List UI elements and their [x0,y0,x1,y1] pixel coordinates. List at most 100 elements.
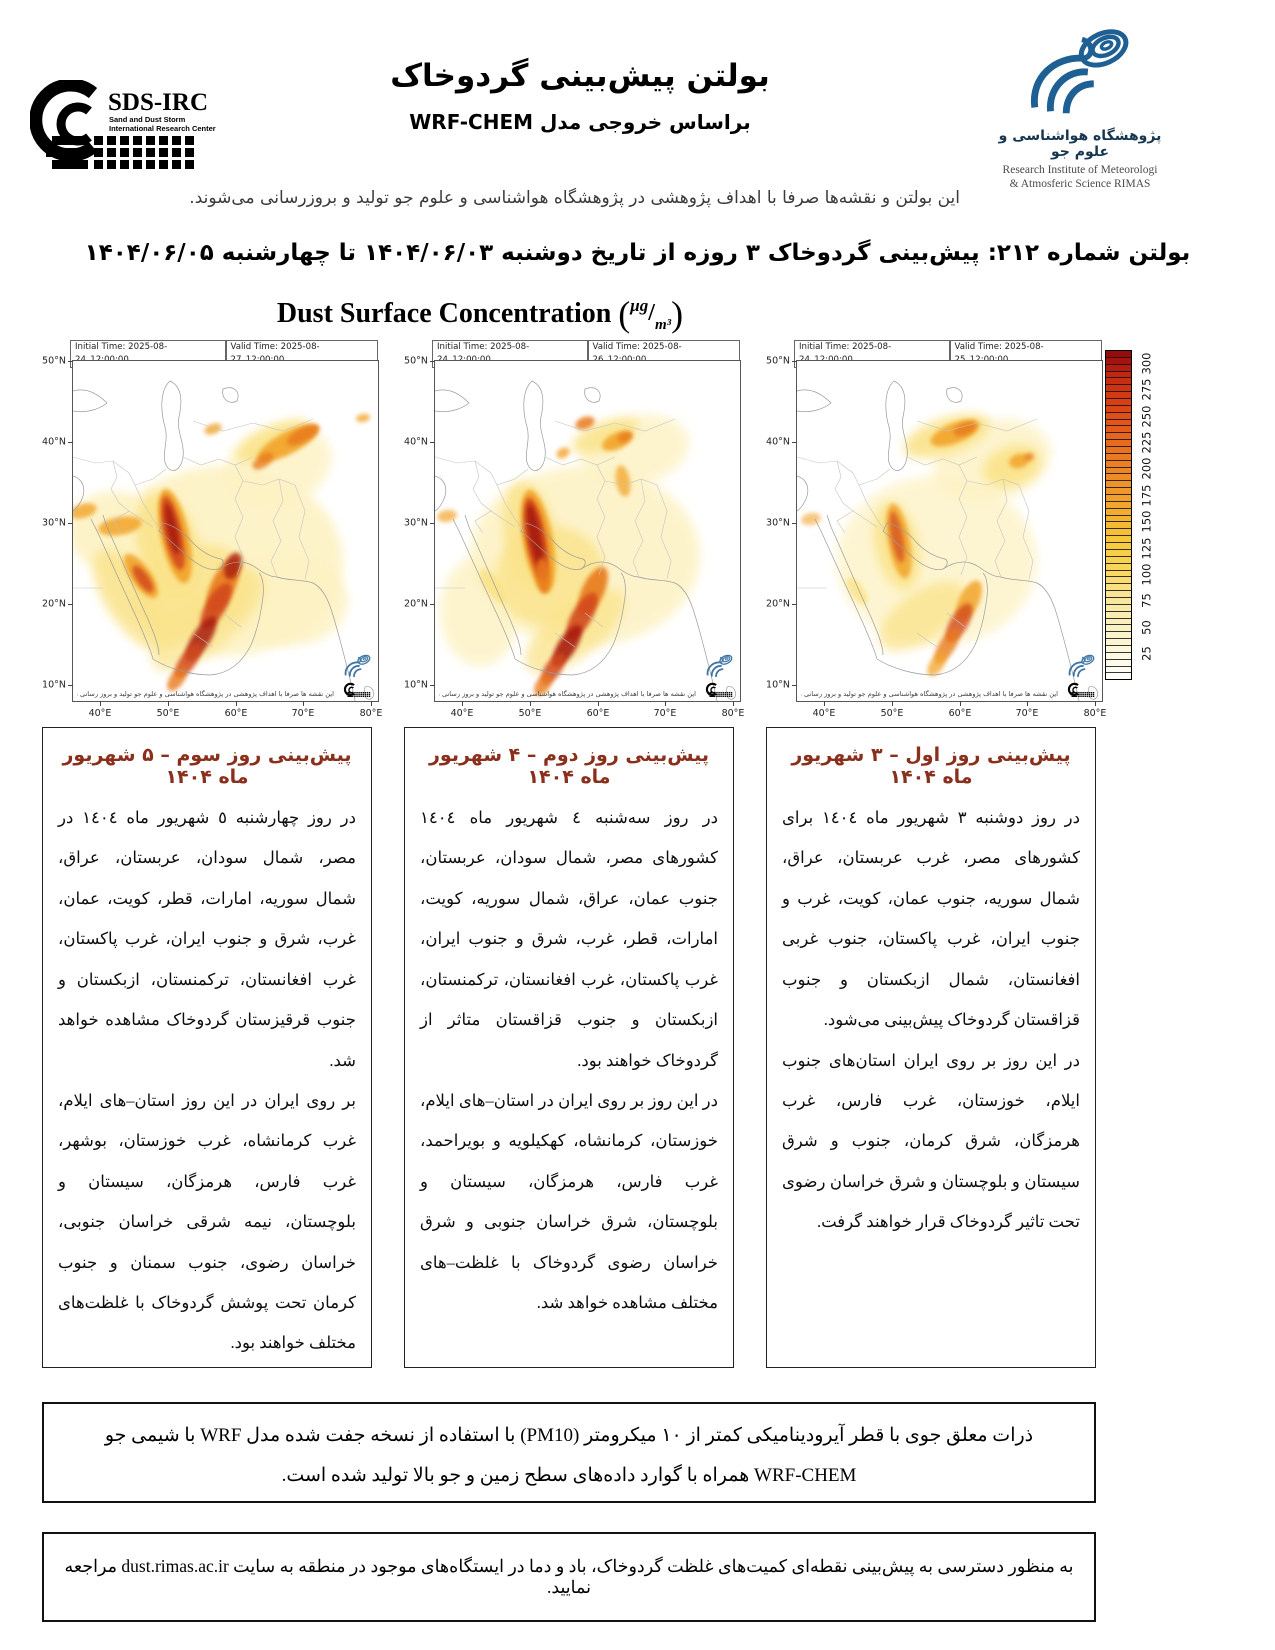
colorbar-cell [1106,447,1131,454]
forecast-paragraph: در این روز بر روی ایران استان‌های جنوب ا… [782,1050,1080,1232]
lat-label: 30°N [404,517,428,529]
website-link[interactable]: dust.rimas.ac.ir [121,1556,229,1576]
lat-tick [430,685,435,686]
colorbar-scale [1105,350,1132,680]
lon-tick [665,701,666,706]
lat-label: 40°N [42,436,66,448]
forecast-box-day2: پیش‌بینی روز دوم – ۴ شهریور ماه ۱۴۰۴ در … [404,727,734,1368]
lon-tick [303,701,304,706]
colorbar-cell [1106,419,1131,427]
colorbar-cell [1106,543,1131,550]
sds-irc-line2: International Research Center [109,124,216,133]
lon-tick [100,701,101,706]
colorbar-cell [1106,563,1131,571]
rimas-logo: پژوهشگاه هواشناسی و علوم جو Research Ins… [980,22,1180,192]
lon-label: 80°E [359,708,383,719]
lon-label: 50°E [880,708,904,719]
website-note-pre: به منظور دسترسی به پیش‌بینی نقطه‌ای کمیت… [228,1556,1074,1576]
map-panel-day3: Initial Time: 2025-08-24_12:00:00 Valid … [42,340,382,720]
colorbar-cell [1106,666,1131,674]
map-panel-day2: Initial Time: 2025-08-24_12:00:00 Valid … [404,340,744,720]
lon-label: 50°E [156,708,180,719]
lon-label: 40°E [812,708,836,719]
model-note-box: ذرات معلق جوی با قطر آیرودینامیکی کمتر ا… [42,1402,1096,1503]
concentration-title: Dust Surface Concentration (μg/m³) [0,293,960,335]
lon-tick [824,701,825,706]
colorbar-cell [1106,488,1131,496]
lat-label: 50°N [42,355,66,367]
colorbar-cell [1106,597,1131,605]
lon-tick [598,701,599,706]
colorbar-cell [1106,481,1131,489]
header-disclaimer: این بولتن و نقشه‌ها صرفا با اهداف پژوهشی… [189,188,960,208]
colorbar-cell [1106,371,1131,379]
colorbar-cell [1106,467,1131,475]
map-mini-logos [343,653,373,697]
sds-mini-icon [343,682,372,697]
lat-tick [68,523,73,524]
lon-label: 70°E [291,708,315,719]
colorbar-cell [1106,501,1131,509]
colorbar-cell [1106,529,1131,537]
sds-irc-line1: Sand and Dust Storm [109,115,186,124]
rimas-mini-icon [706,653,735,678]
model-note-line2: WRF-CHEM همراه با گوارد داده‌های سطح زمی… [281,1464,857,1486]
colorbar-cell [1106,412,1131,420]
lon-tick [530,701,531,706]
colorbar-cell [1106,453,1131,461]
map-panel-day1: Initial Time: 2025-08-24_12:00:00 Valid … [766,340,1106,720]
dust-map [73,380,374,701]
forecast-paragraph: بر روی ایران در این روز استان–های ایلام،… [58,1090,356,1353]
sds-irc-acronym: SDS-IRC [108,89,208,116]
lat-tick [68,604,73,605]
lon-label: 40°E [450,708,474,719]
sds-mini-icon [705,682,734,697]
unit-fraction: (μg/m³) [618,294,684,334]
colorbar-cell [1106,508,1131,516]
colorbar-cell [1106,639,1131,646]
map-mini-logos [705,653,735,697]
forecast-box-day3: پیش‌بینی روز سوم – ۵ شهریور ماه ۱۴۰۴ در … [42,727,372,1368]
colorbar-cell [1106,536,1131,544]
lat-tick [430,523,435,524]
map-inner-note: این نقشه ها صرفا با اهداف پژوهشی در پژوه… [801,690,1058,698]
colorbar-cell [1106,522,1131,530]
lon-tick [1095,701,1096,706]
colorbar-cell [1106,673,1131,680]
sds-irc-mark-icon: SDS-IRC Sand and Dust Storm Internationa… [30,80,216,180]
lat-label: 30°N [42,517,66,529]
lon-label: 40°E [88,708,112,719]
lat-tick [792,361,797,362]
colorbar-cell [1106,515,1131,523]
lon-label: 80°E [1083,708,1107,719]
rimas-name-fa: پژوهشگاه هواشناسی و علوم جو [998,128,1162,160]
lon-tick [236,701,237,706]
rimas-name-en-line2: & Atmosferic Science RIMAS [1009,178,1151,191]
lon-tick [892,701,893,706]
rimas-mini-icon [344,653,373,678]
lat-label: 50°N [766,355,790,367]
colorbar-cell [1106,440,1131,448]
colorbar-cell [1106,364,1131,372]
lat-tick [792,685,797,686]
lon-label: 50°E [518,708,542,719]
colorbar-cell [1106,625,1131,633]
forecast-paragraph: در روز چهارشنبه ٥ شهریور ماه ١٤٠٤ در مصر… [58,808,356,1070]
lat-tick [68,361,73,362]
website-note-box: به منظور دسترسی به پیش‌بینی نقطه‌ای کمیت… [42,1532,1096,1622]
lon-tick [960,701,961,706]
sds-irc-logo: SDS-IRC Sand and Dust Storm Internationa… [30,80,260,184]
rimas-swirl-icon [1021,22,1139,122]
lat-label: 40°N [404,436,428,448]
map-frame: این نقشه ها صرفا با اهداف پژوهشی در پژوه… [766,356,1106,720]
forecast-title: پیش‌بینی روز دوم – ۴ شهریور ماه ۱۴۰۴ [428,744,709,788]
sds-mini-icon [1067,682,1096,697]
colorbar-cell [1106,632,1131,640]
colorbar-cell [1106,577,1131,585]
lat-label: 40°N [766,436,790,448]
forecast-paragraph: در روز دوشنبه ٣ شهریور ماه ١٤٠٤ برای کشو… [782,808,1080,1030]
forecast-box-day1: پیش‌بینی روز اول – ۳ شهریور ماه ۱۴۰۴ در … [766,727,1096,1368]
dust-map [435,380,736,701]
lon-label: 60°E [586,708,610,719]
